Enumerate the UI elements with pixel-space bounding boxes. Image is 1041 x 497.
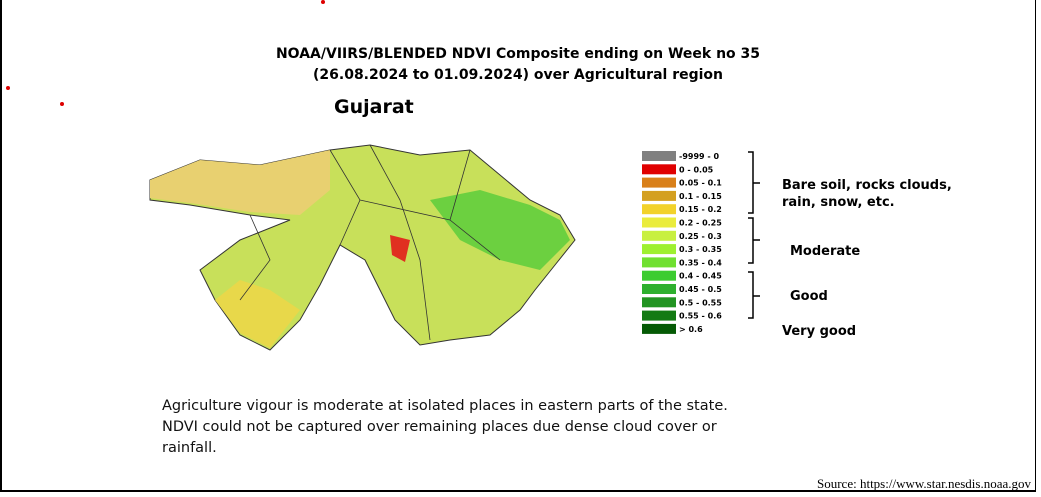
source: Source: https://www.star.nesdis.noaa.gov bbox=[817, 476, 1031, 491]
yellow-area bbox=[215, 280, 300, 348]
legend-swatch bbox=[642, 323, 676, 334]
legend-label: 0.1 - 0.15 bbox=[679, 192, 722, 201]
legend-label: 0.3 - 0.35 bbox=[679, 245, 722, 254]
legend-label: 0.55 - 0.6 bbox=[679, 312, 722, 321]
district-lines bbox=[239, 144, 501, 341]
legend-swatch bbox=[642, 217, 676, 228]
group-label: rain, snow, etc. bbox=[782, 195, 895, 210]
red-area bbox=[390, 235, 410, 262]
region-name: Gujarat bbox=[334, 96, 414, 118]
legend-label: -9999 - 0 bbox=[679, 152, 719, 161]
dot bbox=[321, 0, 325, 4]
legend-swatch bbox=[642, 164, 676, 175]
brackets bbox=[748, 151, 760, 319]
legend-label: 0.25 - 0.3 bbox=[679, 232, 722, 241]
legend-swatch bbox=[642, 257, 676, 268]
title: NOAA/VIIRS/BLENDED NDVI Composite ending… bbox=[275, 46, 761, 62]
legend-swatch bbox=[642, 177, 676, 188]
kutch-area bbox=[150, 150, 330, 215]
legend-label: 0.5 - 0.55 bbox=[679, 298, 722, 307]
description: rainfall. bbox=[162, 440, 217, 456]
title: (26.08.2024 to 01.09.2024) over Agricult… bbox=[313, 67, 723, 83]
legend-swatch bbox=[642, 284, 676, 294]
legend-label: 0.35 - 0.4 bbox=[679, 258, 722, 267]
legend-swatch bbox=[642, 244, 676, 255]
legend-swatch bbox=[642, 297, 676, 308]
legend: -9999 - 0 0 - 0.05 0.05 - 0.1 0.1 - 0.15 0.1… bbox=[642, 151, 722, 334]
legend-label: 0.4 - 0.45 bbox=[679, 272, 722, 281]
dot bbox=[60, 102, 64, 106]
group-label: Good bbox=[790, 289, 828, 304]
group-label: Very good bbox=[782, 324, 857, 339]
legend-swatch bbox=[642, 204, 676, 215]
legend-swatch bbox=[642, 270, 676, 281]
green-area bbox=[430, 190, 570, 270]
legend-swatch bbox=[642, 310, 676, 321]
dot bbox=[6, 86, 10, 90]
legend-label: 0.45 - 0.5 bbox=[679, 285, 722, 294]
legend-label: 0.2 - 0.25 bbox=[679, 219, 722, 228]
legend-swatch bbox=[642, 230, 676, 241]
group-label: Bare soil, rocks clouds, bbox=[782, 178, 952, 193]
group-label: Moderate bbox=[790, 244, 861, 259]
description: NDVI could not be captured over remainin… bbox=[162, 419, 717, 435]
legend-swatch bbox=[642, 151, 676, 161]
description: Agriculture vigour is moderate at isolat… bbox=[162, 398, 728, 414]
legend-swatch bbox=[642, 190, 676, 201]
legend-label: 0.15 - 0.2 bbox=[679, 205, 722, 214]
legend-label: 0 - 0.05 bbox=[679, 165, 714, 174]
legend-label: > 0.6 bbox=[679, 325, 703, 334]
legend-label: 0.05 - 0.1 bbox=[679, 179, 722, 188]
